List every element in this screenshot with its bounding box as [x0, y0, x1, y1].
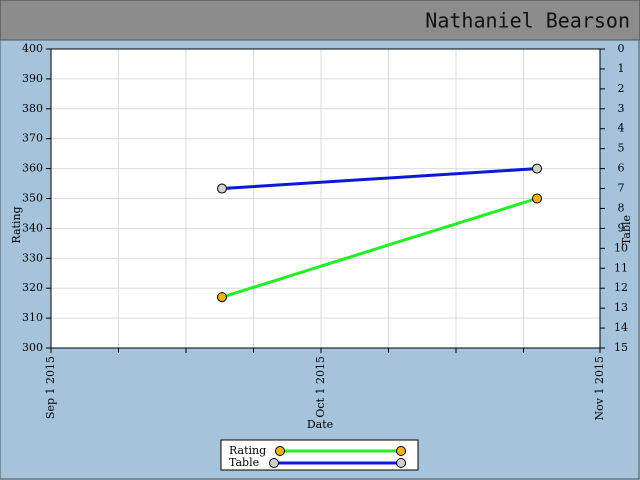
y-axis-label: Rating [10, 206, 23, 243]
point [532, 163, 542, 174]
legend-label: Rating [229, 444, 266, 457]
y-tick-label: 350 [22, 192, 43, 205]
y2-tick-label: 9 [618, 221, 625, 234]
point [217, 292, 227, 303]
y-tick-label: 320 [22, 281, 43, 294]
y2-tick-label: 6 [618, 162, 625, 175]
legend-label: Table [229, 456, 259, 469]
header-title: Nathaniel Bearson [425, 9, 630, 33]
y-tick-label: 360 [22, 162, 43, 175]
point [217, 183, 227, 194]
y2-tick-label: 14 [614, 321, 628, 334]
legend-box [220, 439, 419, 471]
x-tick-label: Sep 1 2015 [44, 356, 57, 419]
y-tick-label: 370 [22, 132, 43, 145]
y2-tick-label: 10 [614, 241, 628, 254]
y2-tick-label: 5 [618, 142, 625, 155]
y-tick-label: 340 [22, 221, 43, 234]
y-tick-label: 400 [22, 42, 43, 55]
y-tick-label: 310 [22, 311, 43, 324]
y2-tick-label: 0 [618, 42, 625, 55]
y2-tick-label: 3 [618, 102, 625, 115]
y2-tick-label: 2 [618, 82, 625, 95]
y2-axis-label: Table [620, 215, 633, 245]
y2-tick-label: 12 [614, 281, 628, 294]
legend-marker [275, 446, 285, 456]
y2-tick-label: 1 [618, 62, 625, 75]
y2-tick-label: 4 [618, 122, 625, 135]
y2-tick-label: 8 [618, 201, 625, 214]
y2-tick-label: 11 [614, 261, 628, 274]
legend-marker [269, 458, 279, 468]
y-tick-label: 390 [22, 72, 43, 85]
y2-tick-label: 7 [618, 182, 625, 195]
series-line [221, 167, 538, 191]
frame [0, 39, 640, 480]
point [532, 193, 542, 204]
y2-tick-label: 13 [614, 301, 628, 314]
y-tick-label: 380 [22, 102, 43, 115]
series-line [221, 197, 538, 299]
y-tick-label: 300 [22, 341, 43, 354]
x-tick-label: Nov 1 2015 [593, 356, 606, 420]
x-axis-label: Date [307, 418, 333, 431]
x-tick-label: Oct 1 2015 [314, 356, 327, 418]
legend-marker [396, 446, 406, 456]
legend-marker [396, 458, 406, 468]
plot-border [50, 48, 601, 349]
y-tick-label: 330 [22, 251, 43, 264]
y2-tick-label: 15 [614, 341, 628, 354]
